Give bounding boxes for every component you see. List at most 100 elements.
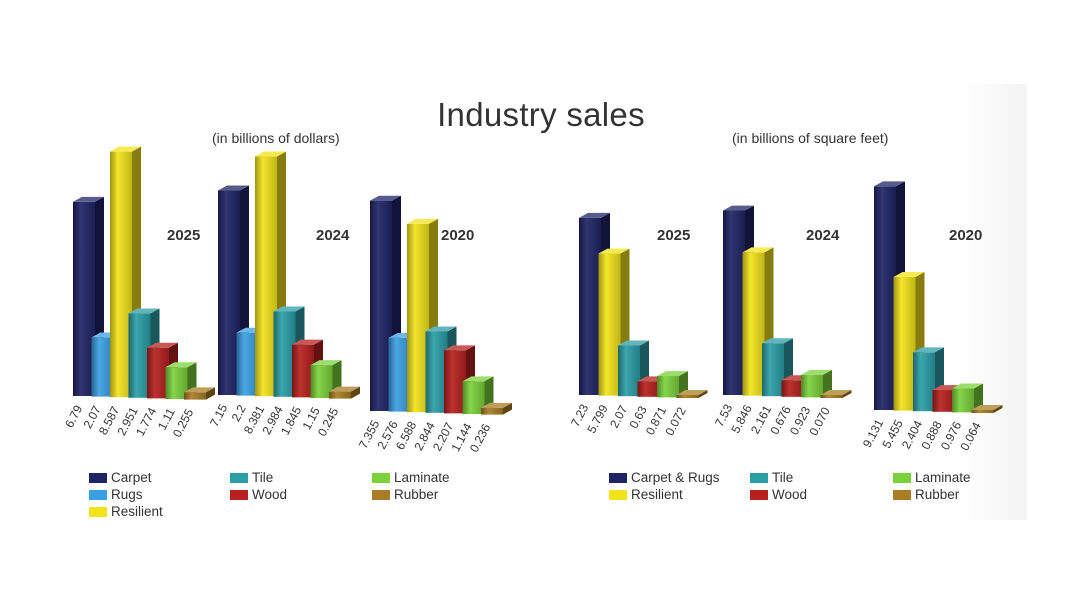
dollars-2025-bar-5-top — [165, 362, 197, 368]
dollars-legend-swatch-5 — [372, 473, 390, 484]
sqft-2020-bar-1-top — [893, 272, 925, 277]
sqft-2024-bar-0-top — [723, 205, 754, 211]
sqft-legend-swatch-0 — [609, 473, 627, 484]
sqft-2025-year-label: 2025 — [657, 227, 690, 244]
dollars-2024-year-label: 2024 — [316, 227, 350, 244]
sqft-2025-bar-1-top — [598, 248, 630, 254]
sqft-2020-bar-0-top — [874, 181, 905, 187]
dollars-legend-label-4: Wood — [252, 487, 288, 502]
sqft-legend-item-5: Rubber — [893, 488, 959, 502]
sqft-2025-value-label-2: 2.07 — [607, 403, 630, 430]
dollars-legend-item-2: Resilient — [89, 505, 163, 519]
sqft-2024-bar-4-top — [801, 369, 832, 375]
dollars-legend-label-0: Carpet — [111, 470, 152, 485]
dollars-2020-bar-6 — [481, 407, 503, 415]
sqft-2025-bar-2 — [618, 345, 640, 397]
dollars-2025-bar-6 — [184, 392, 206, 400]
dollars-2024-bar-0-top — [218, 185, 249, 191]
dollars-2025-bar-0 — [73, 201, 95, 396]
dollars-legend-label-2: Resilient — [111, 504, 163, 519]
dollars-legend-item-0: Carpet — [89, 471, 152, 485]
sqft-2024-bar-5-side — [842, 390, 852, 398]
dollars-2020-bar-2 — [407, 223, 429, 413]
sqft-legend-label-0: Carpet & Rugs — [631, 470, 720, 485]
dollars-2024-bar-4 — [292, 344, 314, 398]
dollars-2020-bar-0-top — [370, 195, 401, 201]
sqft-2024-bar-0 — [723, 210, 745, 395]
dollars-2024-value-label-0: 7.15 — [207, 402, 230, 429]
sqft-legend-swatch-1 — [609, 490, 627, 501]
dollars-legend-label-6: Rubber — [394, 487, 439, 502]
sqft-legend-item-1: Resilient — [609, 488, 683, 502]
dollars-legend-swatch-4 — [230, 490, 248, 501]
sqft-2024-bar-1-top — [742, 247, 774, 253]
square-feet-subtitle: (in billions of square feet) — [732, 130, 889, 146]
sqft-legend-label-2: Tile — [772, 470, 794, 485]
dollars-2025-bar-5 — [165, 367, 188, 399]
sqft-2024-bar-1 — [742, 252, 765, 396]
dollars-legend-label-1: Rugs — [111, 487, 143, 502]
dollars-2025-bar-6-top — [184, 387, 215, 393]
sqft-2020-bar-4 — [952, 388, 974, 413]
dollars-2024-bar-6-top — [329, 386, 360, 392]
sqft-legend-item-4: Laminate — [893, 471, 971, 485]
sqft-legend-label-3: Wood — [772, 487, 808, 502]
dollars-2020-bar-5-top — [462, 376, 494, 382]
chart-panel — [55, 84, 1027, 520]
sqft-2025-bar-1 — [598, 253, 621, 396]
sqft-legend-swatch-2 — [750, 473, 768, 484]
dollars-legend-swatch-2 — [89, 507, 107, 518]
dollars-2025-year-label: 2025 — [167, 227, 200, 244]
dollars-2025-bar-6-side — [206, 387, 215, 400]
sqft-2024-bar-3 — [781, 380, 804, 397]
dollars-2020-bar-3 — [425, 331, 448, 413]
sqft-2025-bar-4 — [657, 376, 679, 398]
sqft-2024-bar-2 — [762, 343, 784, 397]
sqft-2024-bar-2-top — [762, 338, 793, 344]
dollars-2024-bar-5-top — [310, 360, 342, 366]
sqft-2020-bar-5 — [971, 410, 994, 413]
dollars-2024-bar-5 — [310, 365, 333, 398]
dollars-legend-item-4: Wood — [230, 488, 287, 502]
sqft-2020-bar-1 — [893, 276, 916, 411]
dollars-2020-bar-4 — [444, 350, 466, 414]
dollars-2020-bar-5 — [462, 381, 485, 414]
sqft-2024-bar-4 — [801, 374, 823, 398]
sqft-2025-bar-5-top — [676, 390, 708, 395]
sqft-legend-swatch-4 — [893, 473, 911, 484]
sqft-2020-bar-2-top — [913, 347, 944, 353]
sqft-legend-label-1: Resilient — [631, 487, 683, 502]
sqft-2020-bar-0 — [874, 186, 896, 410]
dollars-legend-item-1: Rugs — [89, 488, 143, 502]
sqft-2020-year-label: 2020 — [949, 227, 982, 244]
dollars-legend-swatch-6 — [372, 490, 390, 501]
dollars-2020-bar-1 — [388, 337, 411, 412]
sqft-2020-bar-5-side — [993, 405, 1003, 413]
dollars-legend-item-3: Tile — [230, 471, 273, 485]
dollars-2024-bar-3-top — [273, 306, 305, 312]
sqft-2020-bar-3 — [932, 390, 955, 412]
dollars-2025-bar-4-top — [147, 342, 178, 348]
sqft-2020-bar-5-top — [971, 405, 1003, 410]
sqft-legend-item-0: Carpet & Rugs — [609, 471, 720, 485]
dollars-2024-bar-6 — [329, 391, 351, 399]
sqft-legend-item-2: Tile — [750, 471, 793, 485]
dollars-2025-bar-3 — [128, 313, 151, 398]
sqft-legend-swatch-5 — [893, 490, 911, 501]
sqft-2025-bar-4-top — [657, 371, 688, 377]
dollars-2025-bar-4 — [147, 347, 169, 399]
dollars-2025-bar-2-top — [110, 146, 141, 152]
sqft-2025-bar-0 — [579, 217, 601, 395]
dollars-2020-bar-2-top — [407, 218, 438, 224]
sqft-legend-item-3: Wood — [750, 488, 807, 502]
dollars-2025-bar-1 — [91, 337, 114, 397]
dollars-2025-bar-3-top — [128, 308, 160, 314]
dollars-2020-bar-6-side — [503, 402, 512, 415]
sqft-2024-bar-5-top — [820, 390, 852, 395]
dollars-2024-bar-3 — [273, 311, 296, 397]
dollars-2020-bar-3-top — [425, 326, 457, 332]
sqft-2025-bar-2-top — [618, 340, 649, 346]
dollars-subtitle: (in billions of dollars) — [212, 130, 340, 146]
sqft-2025-bar-5 — [676, 395, 699, 398]
